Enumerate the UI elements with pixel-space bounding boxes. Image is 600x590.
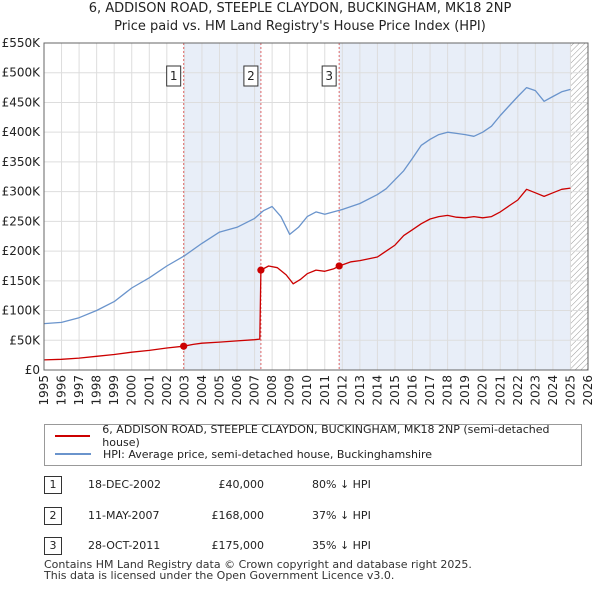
x-tick-label: 2022 <box>511 375 525 406</box>
x-tick-label: 2008 <box>265 375 279 406</box>
x-tick-label: 2000 <box>125 375 139 406</box>
x-tick-label: 2020 <box>476 375 490 406</box>
sale-marker-box <box>243 65 259 87</box>
sale-number-badge: 2 <box>44 507 62 525</box>
sale-price: £175,000 <box>211 539 265 552</box>
legend-swatch-property <box>55 435 91 437</box>
x-tick-label: 2016 <box>406 375 420 406</box>
plot-frame <box>43 42 589 371</box>
x-tick-label: 2024 <box>546 375 560 406</box>
footer-line-1: Contains HM Land Registry data © Crown c… <box>44 558 472 571</box>
y-tick-label: £0 <box>25 363 40 377</box>
x-tick-label: 2015 <box>388 375 402 406</box>
sale-marker-box <box>321 65 337 87</box>
sale-price: £168,000 <box>211 509 265 522</box>
legend-item-property: 6, ADDISON ROAD, STEEPLE CLAYDON, BUCKIN… <box>55 423 581 449</box>
x-tick-label: 2019 <box>458 375 472 406</box>
x-tick-label: 2011 <box>318 375 332 406</box>
sale-hpi-diff: 37% ↓ HPI <box>312 509 371 522</box>
y-tick-label: £550K <box>2 36 42 50</box>
x-tick-label: 2005 <box>212 375 226 406</box>
legend-swatch-hpi <box>55 453 91 455</box>
x-tick-label: 2006 <box>230 375 244 406</box>
y-tick-label: £150K <box>2 274 42 288</box>
x-tick-label: 2009 <box>283 375 297 406</box>
sale-row-3: 3 28-OCT-2011 £175,000 35% ↓ HPI <box>0 535 600 557</box>
y-tick-label: £300K <box>2 185 42 199</box>
sale-number-badge: 1 <box>44 476 62 494</box>
x-tick-label: 1995 <box>37 375 51 406</box>
sale-marker-box <box>166 65 182 87</box>
sale-marker-label: 3 <box>325 69 333 83</box>
x-tick-label: 2014 <box>370 375 384 406</box>
sale-marker-label: 1 <box>170 69 178 83</box>
projection-hatch <box>570 43 588 370</box>
ownership-shade <box>183 43 261 370</box>
y-tick-label: £200K <box>2 244 42 258</box>
sale-hpi-diff: 80% ↓ HPI <box>312 478 371 491</box>
price-chart: 1 2 3 £0 £50K £100K £150K £200K £250K £300K £350K £… <box>2 36 595 406</box>
sale-price: £40,000 <box>218 478 265 491</box>
legend-item-hpi: HPI: Average price, semi-detached house,… <box>55 445 432 463</box>
sale-date: 28-OCT-2011 <box>88 539 161 552</box>
legend-label-property: 6, ADDISON ROAD, STEEPLE CLAYDON, BUCKIN… <box>102 423 550 449</box>
chart-legend: 6, ADDISON ROAD, STEEPLE CLAYDON, BUCKIN… <box>44 423 582 466</box>
chart-title: 6, ADDISON ROAD, STEEPLE CLAYDON, BUCKIN… <box>0 0 600 36</box>
x-tick-label: 2007 <box>248 375 262 406</box>
sale-row-1: 1 18-DEC-2002 £40,000 80% ↓ HPI <box>0 474 600 496</box>
x-tick-label: 2003 <box>177 375 191 406</box>
y-tick-label: £100K <box>2 304 42 318</box>
sale-point <box>180 342 188 350</box>
x-tick-label: 2021 <box>493 375 507 406</box>
y-tick-label: £400K <box>2 125 42 139</box>
x-tick-label: 2018 <box>441 375 455 406</box>
x-tick-label: 2013 <box>353 375 367 406</box>
title-line-2: Price paid vs. HM Land Registry's House … <box>114 19 486 34</box>
footer-line-2: This data is licensed under the Open Gov… <box>44 569 395 582</box>
x-tick-label: 1999 <box>107 375 121 406</box>
x-tick-label: 1998 <box>90 375 104 406</box>
sale-hpi-diff: 35% ↓ HPI <box>312 539 371 552</box>
x-tick-label: 1996 <box>55 375 69 406</box>
y-tick-label: £450K <box>2 95 42 109</box>
x-tick-label: 2012 <box>335 375 349 406</box>
x-tick-label: 2002 <box>160 375 174 406</box>
x-tick-label: 2025 <box>563 375 577 406</box>
sale-point <box>257 266 265 274</box>
sale-number-badge: 3 <box>44 537 62 555</box>
legend-label-hpi: HPI: Average price, semi-detached house,… <box>103 447 433 461</box>
sale-date: 18-DEC-2002 <box>88 478 162 491</box>
x-tick-label: 2001 <box>142 375 156 406</box>
sale-point <box>335 262 343 270</box>
x-tick-label: 1997 <box>72 375 86 406</box>
y-tick-label: £50K <box>9 333 41 347</box>
hpi-line <box>43 86 571 325</box>
x-tick-label: 2004 <box>195 375 209 406</box>
sale-row-2: 2 11-MAY-2007 £168,000 37% ↓ HPI <box>0 505 600 527</box>
y-tick-label: £250K <box>2 214 42 228</box>
y-tick-label: £350K <box>2 155 42 169</box>
x-tick-label: 2023 <box>528 375 542 406</box>
y-tick-label: £500K <box>2 66 42 80</box>
x-tick-label: 2026 <box>581 375 595 406</box>
sale-marker-label: 2 <box>247 69 255 83</box>
sale-date: 11-MAY-2007 <box>88 509 160 522</box>
title-line-1: 6, ADDISON ROAD, STEEPLE CLAYDON, BUCKIN… <box>88 1 512 16</box>
footer-note: Contains HM Land Registry data © Crown c… <box>44 559 472 581</box>
x-tick-label: 2010 <box>300 375 314 406</box>
x-tick-label: 2017 <box>423 375 437 406</box>
